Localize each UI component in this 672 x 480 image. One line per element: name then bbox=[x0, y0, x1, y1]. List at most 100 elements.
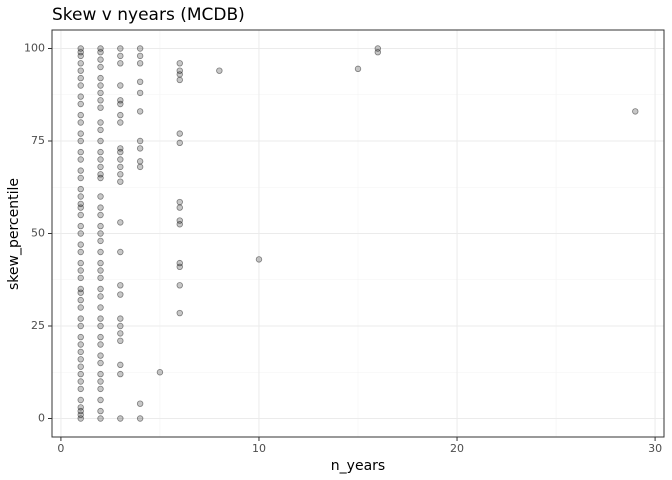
point bbox=[117, 315, 124, 322]
point bbox=[136, 60, 144, 67]
point bbox=[117, 145, 124, 152]
point bbox=[77, 211, 84, 219]
x-tick-label: 20 bbox=[450, 442, 464, 455]
point bbox=[97, 97, 104, 104]
point bbox=[77, 378, 84, 385]
point bbox=[77, 167, 84, 174]
point bbox=[136, 145, 144, 152]
point bbox=[97, 49, 104, 56]
x-tick-label: 10 bbox=[252, 442, 266, 455]
point bbox=[77, 200, 84, 208]
point bbox=[216, 67, 223, 74]
point bbox=[117, 330, 124, 337]
point bbox=[77, 396, 84, 404]
point bbox=[117, 361, 124, 369]
point bbox=[117, 370, 124, 378]
y-tick-label: 75 bbox=[31, 134, 45, 147]
point bbox=[97, 148, 104, 156]
point bbox=[77, 67, 84, 74]
point bbox=[97, 126, 104, 134]
point bbox=[77, 204, 84, 211]
chart-title: Skew v nyears (MCDB) bbox=[52, 5, 245, 25]
point bbox=[117, 171, 124, 178]
point bbox=[117, 415, 124, 422]
point bbox=[97, 304, 104, 311]
point bbox=[97, 415, 104, 422]
point bbox=[97, 174, 104, 182]
point bbox=[77, 370, 84, 378]
point bbox=[77, 130, 84, 137]
point bbox=[176, 198, 183, 206]
point bbox=[176, 60, 183, 67]
point bbox=[117, 111, 124, 119]
point bbox=[77, 341, 84, 348]
y-tick-label: 100 bbox=[24, 42, 45, 55]
point bbox=[97, 171, 104, 178]
point bbox=[77, 267, 84, 274]
point bbox=[77, 322, 84, 330]
point bbox=[136, 137, 144, 145]
point bbox=[176, 139, 183, 147]
point bbox=[117, 97, 124, 104]
point bbox=[77, 385, 84, 393]
panel-border bbox=[51, 29, 665, 438]
point bbox=[136, 163, 144, 171]
point bbox=[255, 256, 263, 263]
point bbox=[97, 407, 104, 415]
point bbox=[136, 400, 144, 407]
point bbox=[117, 337, 124, 344]
y-tick-label: 25 bbox=[31, 319, 45, 332]
point bbox=[77, 363, 84, 370]
point bbox=[136, 158, 144, 165]
point bbox=[97, 378, 104, 385]
point bbox=[97, 385, 104, 393]
point bbox=[77, 222, 84, 230]
point bbox=[77, 407, 84, 415]
point bbox=[176, 204, 183, 211]
point bbox=[77, 137, 84, 145]
point bbox=[77, 296, 84, 304]
point bbox=[176, 217, 183, 224]
point bbox=[97, 267, 104, 274]
point bbox=[176, 259, 183, 267]
point bbox=[117, 248, 124, 256]
point bbox=[97, 274, 104, 282]
point bbox=[374, 49, 382, 56]
point bbox=[97, 333, 104, 341]
point bbox=[136, 415, 144, 422]
point bbox=[97, 222, 104, 230]
point bbox=[632, 108, 639, 115]
point bbox=[97, 341, 104, 348]
point bbox=[156, 369, 164, 376]
point bbox=[136, 52, 144, 60]
point bbox=[97, 156, 104, 163]
point bbox=[77, 111, 84, 119]
point bbox=[176, 71, 183, 78]
point bbox=[77, 241, 84, 248]
point bbox=[117, 156, 124, 163]
point bbox=[176, 76, 183, 84]
point bbox=[117, 219, 124, 226]
point bbox=[136, 78, 144, 85]
point bbox=[176, 263, 183, 270]
point bbox=[77, 274, 84, 282]
point bbox=[97, 293, 104, 300]
point bbox=[117, 119, 124, 126]
point bbox=[117, 45, 124, 52]
point bbox=[77, 356, 84, 363]
point bbox=[97, 352, 104, 359]
point bbox=[97, 137, 104, 145]
point bbox=[77, 45, 84, 52]
point bbox=[97, 119, 104, 126]
point bbox=[77, 174, 84, 182]
point bbox=[97, 63, 104, 71]
point bbox=[176, 130, 183, 137]
point bbox=[117, 82, 124, 89]
point bbox=[77, 93, 84, 100]
point bbox=[77, 74, 84, 82]
point bbox=[117, 52, 124, 60]
x-tick-label: 30 bbox=[648, 442, 662, 455]
point bbox=[77, 193, 84, 200]
point bbox=[97, 82, 104, 89]
point bbox=[117, 163, 124, 171]
